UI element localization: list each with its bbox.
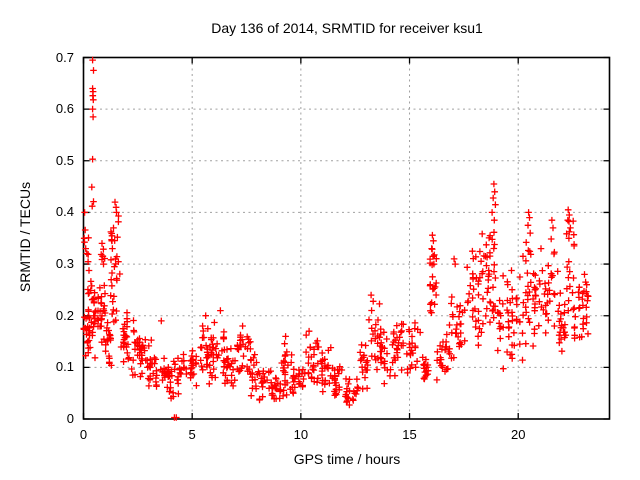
chart-title: Day 136 of 2014, SRMTID for receiver ksu… (211, 20, 483, 36)
plot-border (82, 56, 611, 420)
y-tick-label: 0.6 (55, 101, 74, 117)
y-tick-label: 0 (66, 411, 74, 426)
x-tick-label: 15 (402, 427, 417, 442)
y-tick-label: 0.1 (55, 359, 74, 375)
scatter-points (80, 56, 592, 421)
grid-lines (83, 57, 610, 419)
tick-marks (82, 56, 610, 420)
y-tick-label: 0.3 (55, 256, 74, 272)
x-tick-label: 20 (510, 427, 526, 442)
x-tick-label: 5 (188, 427, 196, 442)
y-tick-label: 0.7 (55, 49, 74, 65)
x-axis-label: GPS time / hours (293, 451, 401, 467)
y-axis-label: SRMTID / TECUs (17, 181, 33, 293)
y-tick-label: 0.2 (55, 307, 74, 323)
x-tick-label: 0 (79, 427, 88, 442)
y-tick-label: 0.4 (55, 204, 74, 220)
x-tick-label: 10 (293, 427, 309, 442)
y-tick-label: 0.5 (55, 152, 74, 168)
